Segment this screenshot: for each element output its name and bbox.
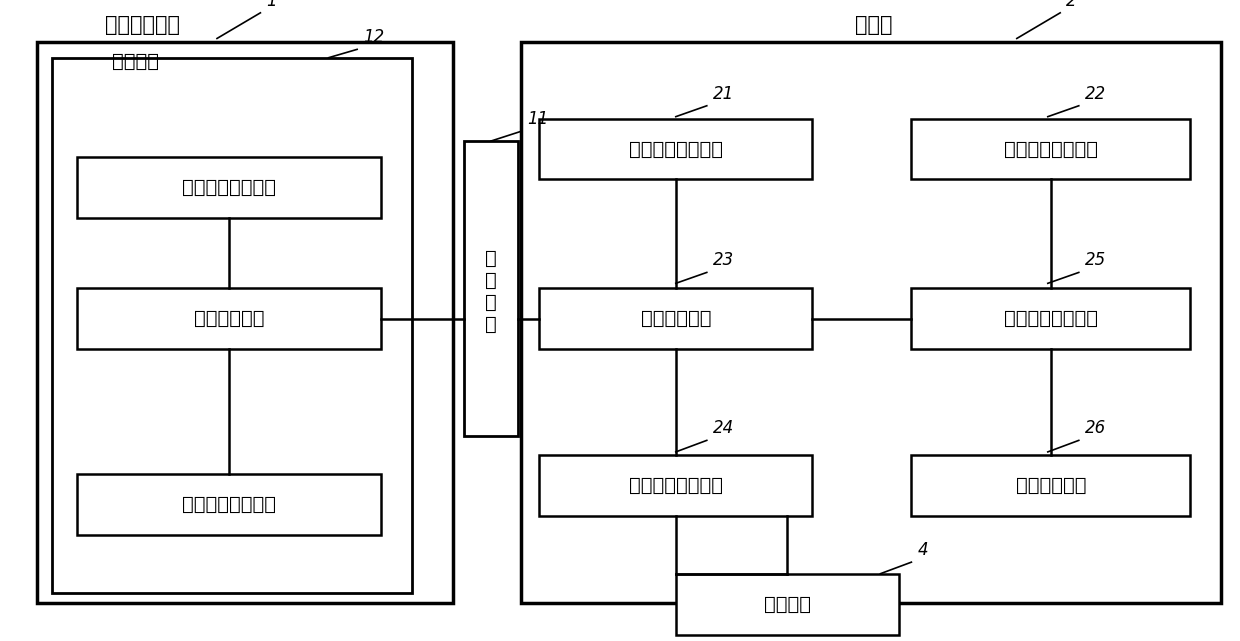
Bar [77, 157, 381, 218]
Text: 第二数据处理模块: 第二数据处理模块 [1004, 310, 1097, 328]
Bar [539, 119, 812, 179]
Text: 23: 23 [713, 251, 734, 269]
Bar [521, 42, 1221, 603]
Text: 26: 26 [1085, 419, 1106, 437]
Bar [676, 574, 899, 635]
Text: 第一数据采集模块: 第一数据采集模块 [182, 178, 277, 197]
Text: 数据存储模块: 数据存储模块 [1016, 476, 1086, 495]
Text: 第一数据处理模块: 第一数据处理模块 [629, 476, 723, 495]
Bar [77, 474, 381, 535]
Text: 移动终端: 移动终端 [764, 595, 811, 613]
Bar [911, 119, 1190, 179]
Text: 1: 1 [267, 0, 278, 10]
Bar [37, 42, 453, 603]
Text: 2: 2 [1066, 0, 1078, 10]
Bar [911, 288, 1190, 349]
Text: 处理装置: 处理装置 [112, 51, 159, 71]
Text: 第一数据获取模块: 第一数据获取模块 [629, 140, 723, 158]
Text: 24: 24 [713, 419, 734, 437]
Text: 12: 12 [363, 28, 384, 46]
Bar [911, 455, 1190, 516]
Bar [464, 141, 518, 436]
Text: 第二数据获取模块: 第二数据获取模块 [1004, 140, 1097, 158]
Bar [539, 455, 812, 516]
Text: 11: 11 [527, 110, 548, 128]
Text: 云平台: 云平台 [856, 15, 893, 35]
Text: 22: 22 [1085, 85, 1106, 103]
Bar [539, 288, 812, 349]
Bar [52, 58, 412, 593]
Text: 21: 21 [713, 85, 734, 103]
Text: 传
感
装
置: 传 感 装 置 [485, 249, 497, 334]
Text: 第二数据采集模块: 第二数据采集模块 [182, 495, 277, 514]
Text: 数据比较模块: 数据比较模块 [641, 310, 711, 328]
Text: 信号检测模块: 信号检测模块 [195, 310, 264, 328]
Text: 25: 25 [1085, 251, 1106, 269]
Bar [77, 288, 381, 349]
Text: 4: 4 [918, 541, 929, 559]
Text: 漏尿检测装置: 漏尿检测装置 [105, 15, 180, 35]
